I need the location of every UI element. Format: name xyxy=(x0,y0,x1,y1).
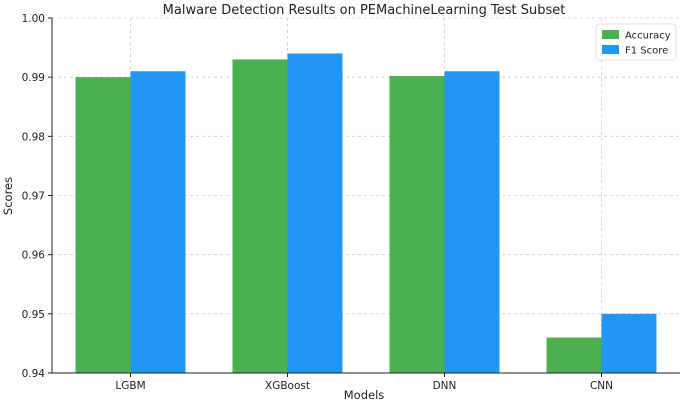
y-tick-label: 0.97 xyxy=(22,191,45,203)
y-tick-label: 0.95 xyxy=(22,309,45,321)
bar-f1-score-xgboost xyxy=(287,53,343,373)
y-axis-label: Scores xyxy=(1,177,15,215)
legend-swatch xyxy=(602,45,619,54)
y-tick-label: 0.98 xyxy=(22,131,45,143)
bar-accuracy-xgboost xyxy=(232,59,288,374)
bar-accuracy-lgbm xyxy=(75,77,131,374)
x-tick-label: CNN xyxy=(590,380,613,392)
bar-f1-score-cnn xyxy=(601,313,657,373)
bars xyxy=(75,53,657,374)
bar-accuracy-cnn xyxy=(546,337,602,373)
chart-title: Malware Detection Results on PEMachineLe… xyxy=(163,3,566,18)
tick-labels: 0.94 0.95 0.96 0.97 0.98 0.99 1.00 LGBM XGBoost D… xyxy=(22,13,613,392)
bar-f1-score-dnn xyxy=(444,71,500,373)
x-axis-label: Models xyxy=(344,388,385,401)
legend-label: Accuracy xyxy=(625,31,671,42)
bar-f1-score-lgbm xyxy=(130,71,186,373)
legend: Accuracy F1 Score xyxy=(595,23,677,61)
bar-accuracy-dnn xyxy=(389,75,445,373)
y-tick-label: 1.00 xyxy=(22,13,45,25)
legend-label: F1 Score xyxy=(625,46,668,57)
axes xyxy=(48,17,680,377)
x-tick-label: XGBoost xyxy=(265,380,310,392)
legend-swatch xyxy=(602,30,619,39)
y-tick-label: 0.99 xyxy=(22,72,45,84)
x-tick-label: DNN xyxy=(433,380,457,392)
y-tick-label: 0.96 xyxy=(22,250,46,262)
y-tick-label: 0.94 xyxy=(22,368,46,380)
x-tick-label: LGBM xyxy=(115,380,145,392)
